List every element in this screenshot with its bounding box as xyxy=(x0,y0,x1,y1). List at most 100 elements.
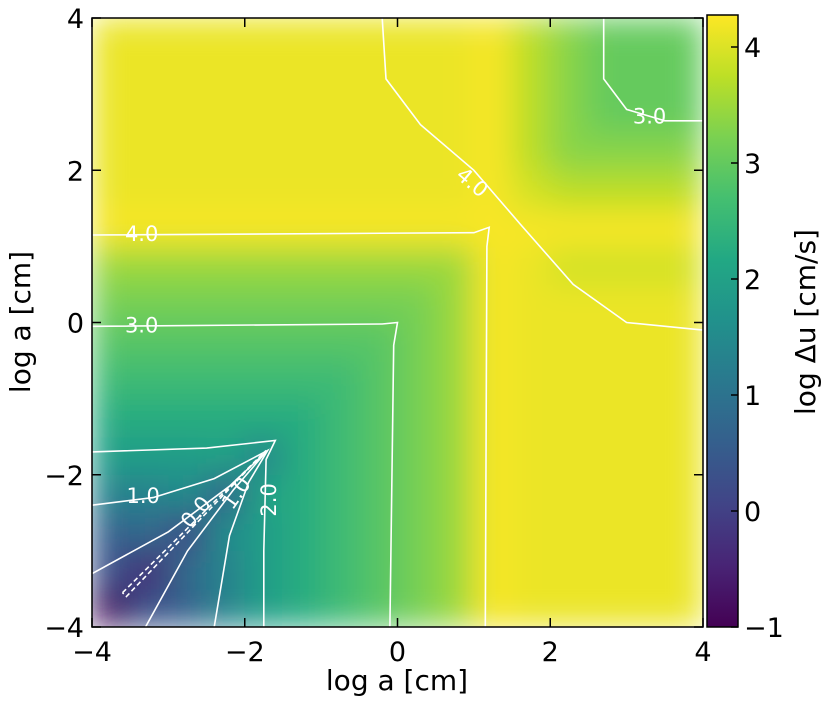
cell xyxy=(282,131,322,171)
cell xyxy=(435,55,475,95)
cell xyxy=(626,398,666,438)
y-tick-label: 4 xyxy=(67,4,84,35)
cell xyxy=(244,398,284,438)
cell xyxy=(626,322,666,362)
cell xyxy=(511,322,551,362)
cell xyxy=(435,360,475,400)
cell xyxy=(244,283,284,323)
cell xyxy=(206,398,246,438)
cell xyxy=(282,474,322,514)
cell xyxy=(397,55,437,95)
cell xyxy=(282,169,322,209)
contour-line xyxy=(92,451,267,627)
cell xyxy=(206,207,246,247)
cell xyxy=(626,207,666,247)
x-tick-label: −2 xyxy=(225,637,265,668)
cell xyxy=(511,436,551,476)
cell xyxy=(549,474,589,514)
cell xyxy=(587,322,628,362)
cell xyxy=(358,283,398,323)
cell xyxy=(511,207,551,247)
contour-label: 3.0 xyxy=(633,105,666,129)
cell xyxy=(206,588,246,627)
cell xyxy=(92,283,131,323)
cell xyxy=(244,18,284,57)
cell xyxy=(320,93,360,133)
cell xyxy=(167,322,208,362)
cell xyxy=(282,207,322,247)
cell xyxy=(92,18,131,57)
x-tick-label: 0 xyxy=(389,637,406,668)
cell xyxy=(587,360,628,400)
colorbar-tick-label: 4 xyxy=(744,33,761,64)
x-tick-label: 2 xyxy=(542,637,559,668)
cell xyxy=(473,436,513,476)
cell xyxy=(397,18,437,57)
colorbar-tick-label: 2 xyxy=(744,265,761,296)
cell xyxy=(206,360,246,400)
cell xyxy=(397,474,437,514)
cell xyxy=(473,550,513,590)
cell xyxy=(320,245,360,285)
cell xyxy=(435,474,475,514)
cell xyxy=(129,398,169,438)
cell xyxy=(282,398,322,438)
cell xyxy=(587,398,628,438)
cell xyxy=(320,55,360,95)
contour-line xyxy=(92,321,399,627)
cell xyxy=(92,436,131,476)
cell xyxy=(397,169,437,209)
cell xyxy=(435,512,475,552)
cell xyxy=(282,322,322,362)
cell xyxy=(129,207,169,247)
contour-line xyxy=(602,18,703,122)
cell xyxy=(358,398,398,438)
cell xyxy=(664,474,703,514)
y-tick-label: −4 xyxy=(44,613,84,644)
cell xyxy=(244,93,284,133)
cell xyxy=(473,93,513,133)
cell xyxy=(397,512,437,552)
cell xyxy=(626,245,666,285)
contour-label: 2.0 xyxy=(257,483,281,516)
cell xyxy=(435,18,475,57)
x-axis-label: log a [cm] xyxy=(326,664,468,697)
cell xyxy=(92,93,131,133)
cell xyxy=(549,550,589,590)
cell xyxy=(397,245,437,285)
cell xyxy=(626,550,666,590)
cell xyxy=(282,588,322,627)
cell xyxy=(129,474,169,514)
cell xyxy=(129,322,169,362)
colorbar-tick-label: 1 xyxy=(744,381,761,412)
cell xyxy=(397,131,437,171)
cell xyxy=(244,245,284,285)
cell xyxy=(664,169,703,209)
cell xyxy=(92,207,131,247)
cell xyxy=(587,18,628,57)
y-axis-label: log a [cm] xyxy=(4,251,37,393)
y-tick-label: 2 xyxy=(67,156,84,187)
cell xyxy=(587,512,628,552)
cell xyxy=(167,398,208,438)
cell xyxy=(206,283,246,323)
cell xyxy=(167,93,208,133)
cell xyxy=(244,207,284,247)
cell xyxy=(206,245,246,285)
cell xyxy=(397,360,437,400)
cell xyxy=(435,283,475,323)
cell xyxy=(320,207,360,247)
cell xyxy=(435,207,475,247)
cell xyxy=(549,169,589,209)
cell xyxy=(92,55,131,95)
cell xyxy=(549,18,589,57)
colorbar-tick-label: 0 xyxy=(744,497,761,528)
cell xyxy=(358,550,398,590)
cell xyxy=(473,474,513,514)
cell xyxy=(92,245,131,285)
cell xyxy=(206,436,246,476)
cell xyxy=(129,512,169,552)
cell xyxy=(549,55,589,95)
y-tick-label: 0 xyxy=(67,309,84,340)
